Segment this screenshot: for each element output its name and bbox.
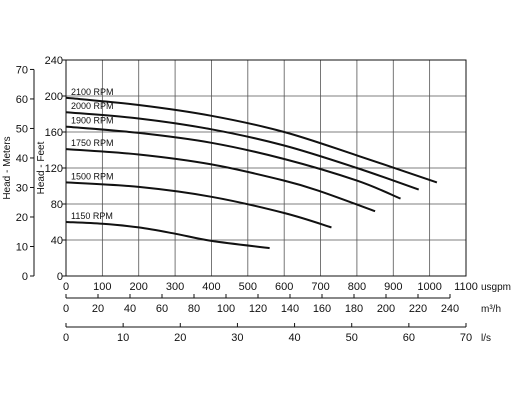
ls-tick-label: 10 bbox=[117, 332, 129, 344]
m3h-tick-label: 200 bbox=[377, 303, 395, 315]
usgpm-tick-label: 700 bbox=[311, 281, 329, 293]
curve-1750-rpm bbox=[65, 148, 376, 213]
m3h-tick-label: 20 bbox=[92, 303, 104, 315]
ls-tick-label: 0 bbox=[63, 332, 69, 344]
usgpm-tick-label: 400 bbox=[202, 281, 220, 293]
usgpm-tick-label: 500 bbox=[239, 281, 257, 293]
usgpm-tick-label: 1000 bbox=[417, 281, 441, 293]
m3h-tick-label: 220 bbox=[409, 303, 427, 315]
meters-tick-label: 20 bbox=[16, 212, 28, 224]
m3h-tick-label: 100 bbox=[217, 303, 235, 315]
curve-1900-rpm bbox=[65, 125, 401, 200]
curve-label: 1500 RPM bbox=[71, 171, 114, 181]
meters-tick-label: 50 bbox=[16, 123, 28, 135]
feet-tick-label: 120 bbox=[45, 163, 63, 175]
feet-axis-title: Head - Feet bbox=[36, 141, 47, 194]
meters-axis-title: Head - Meters bbox=[2, 136, 13, 199]
usgpm-axis-title: usgpm bbox=[481, 282, 511, 293]
curve-label: 2000 RPM bbox=[71, 101, 114, 111]
meters-tick-label: 10 bbox=[16, 241, 28, 253]
ls-tick-label: 60 bbox=[403, 332, 415, 344]
curve-label: 1900 RPM bbox=[71, 116, 114, 126]
curve-label: 1750 RPM bbox=[71, 138, 114, 148]
grid bbox=[65, 59, 467, 277]
feet-tick-label: 200 bbox=[45, 91, 63, 103]
meters-tick-label: 0 bbox=[22, 271, 28, 283]
curve-1150-rpm bbox=[65, 221, 270, 250]
ls-tick-label: 70 bbox=[460, 332, 472, 344]
curve-label: 2100 RPM bbox=[71, 87, 114, 97]
m3h-tick-label: 120 bbox=[249, 303, 267, 315]
feet-tick-label: 240 bbox=[45, 55, 63, 67]
curve-labels: 2100 RPM 2000 RPM 1900 RPM 1750 RPM 1500 RPM… bbox=[71, 87, 114, 221]
feet-tick-label: 80 bbox=[51, 199, 63, 211]
usgpm-tick-label: 300 bbox=[166, 281, 184, 293]
usgpm-tick-label: 0 bbox=[63, 281, 69, 293]
curve-1500-rpm bbox=[65, 181, 332, 229]
m3h-tick-label: 60 bbox=[156, 303, 168, 315]
ls-tick-label: 20 bbox=[174, 332, 186, 344]
meters-tick-label: 40 bbox=[16, 153, 28, 165]
curve-label: 1150 RPM bbox=[71, 211, 113, 221]
ls-axis-title: l/s bbox=[481, 333, 491, 344]
m3h-tick-label: 0 bbox=[63, 303, 69, 315]
m3h-tick-label: 40 bbox=[124, 303, 136, 315]
usgpm-tick-label: 200 bbox=[130, 281, 148, 293]
m3h-tick-label: 80 bbox=[188, 303, 200, 315]
ls-tick-label: 50 bbox=[346, 332, 358, 344]
curve-2100-rpm bbox=[65, 96, 438, 184]
m3h-tick-label: 160 bbox=[313, 303, 331, 315]
usgpm-tick-label: 1100 bbox=[454, 281, 478, 293]
usgpm-tick-label: 800 bbox=[348, 281, 366, 293]
ls-tick-label: 30 bbox=[231, 332, 243, 344]
curves bbox=[65, 96, 438, 250]
feet-tick-label: 40 bbox=[51, 235, 63, 247]
m3h-tick-label: 240 bbox=[441, 303, 459, 315]
meters-tick-label: 70 bbox=[16, 64, 28, 76]
curve-2000-rpm bbox=[65, 111, 420, 191]
meters-tick-label: 60 bbox=[16, 94, 28, 106]
meters-tick-label: 30 bbox=[16, 182, 28, 194]
usgpm-tick-label: 600 bbox=[275, 281, 293, 293]
usgpm-tick-label: 100 bbox=[93, 281, 111, 293]
m3h-tick-label: 180 bbox=[345, 303, 363, 315]
ls-tick-label: 40 bbox=[288, 332, 300, 344]
feet-tick-label: 0 bbox=[57, 271, 63, 283]
m3h-axis-title: m³/h bbox=[481, 304, 501, 315]
axes: 0 10 20 30 40 50 60 70 Head - Meters 0 40 80 120 160 2… bbox=[2, 55, 511, 344]
m3h-tick-label: 140 bbox=[281, 303, 299, 315]
feet-tick-label: 160 bbox=[45, 127, 63, 139]
usgpm-tick-label: 900 bbox=[384, 281, 402, 293]
